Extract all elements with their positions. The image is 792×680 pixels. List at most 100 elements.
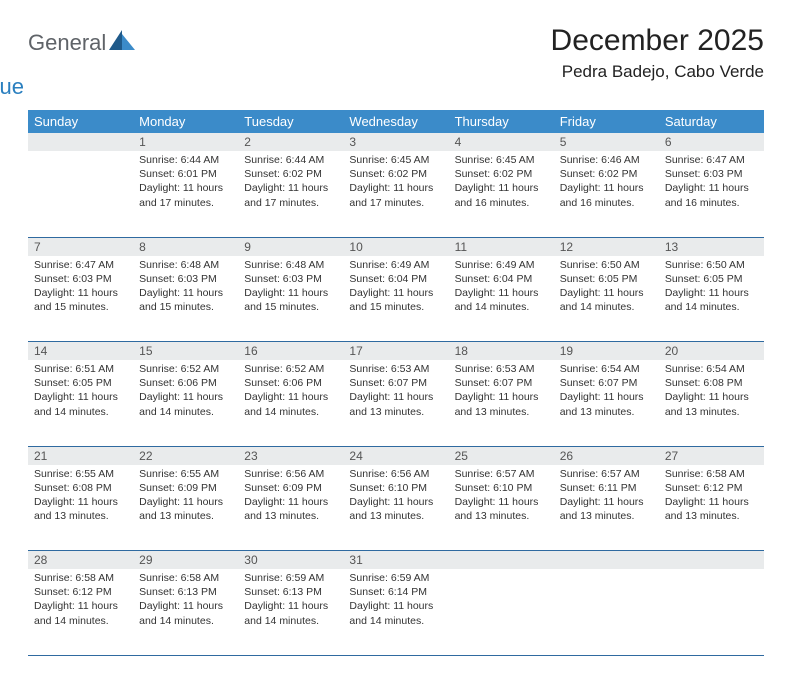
week-row: Sunrise: 6:51 AMSunset: 6:05 PMDaylight:… — [28, 360, 764, 446]
sunset-line: Sunset: 6:13 PM — [244, 586, 322, 598]
daylight-line: Daylight: 11 hours and 13 minutes. — [244, 496, 328, 522]
day-cell: Sunrise: 6:46 AMSunset: 6:02 PMDaylight:… — [554, 151, 659, 237]
sunset-line: Sunset: 6:08 PM — [665, 377, 743, 389]
sunrise-line: Sunrise: 6:49 AM — [455, 259, 535, 271]
day-number-cell: 20 — [659, 342, 764, 361]
day-cell: Sunrise: 6:50 AMSunset: 6:05 PMDaylight:… — [554, 256, 659, 342]
day-cell: Sunrise: 6:59 AM Sunset: 6:14 PM Daylight:… — [343, 569, 448, 655]
location: Pedra Badejo, Cabo Verde — [551, 62, 764, 82]
daylight-line: Daylight: 11 hours and 17 minutes. — [349, 182, 433, 208]
weekday-header: Wednesday — [343, 110, 448, 133]
weekday-header-row: Sunday Monday Tuesday Wednesday Thursday… — [28, 110, 764, 133]
sunrise-line: Sunrise: 6:54 AM — [560, 363, 640, 375]
day-cell: Sunrise: 6:47 AMSunset: 6:03 PMDaylight:… — [659, 151, 764, 237]
sunrise-line: Sunrise: 6:59 AM — [349, 572, 429, 584]
day-details: Sunrise: 6:46 AMSunset: 6:02 PMDaylight:… — [554, 151, 659, 214]
day-number-cell: 24 — [343, 446, 448, 465]
sunset-line: Sunset: 6:12 PM — [665, 482, 743, 494]
day-cell — [659, 569, 764, 655]
daylight-line: Daylight: 11 hours and 13 minutes. — [349, 496, 433, 522]
sunset-line: Sunset: 6:13 PM — [139, 586, 217, 598]
day-number-cell: 14 — [28, 342, 133, 361]
day-number-cell: 3 — [343, 133, 448, 151]
daylight-line: Daylight: 11 hours and 15 minutes. — [139, 287, 223, 313]
weekday-header: Monday — [133, 110, 238, 133]
day-details: Sunrise: 6:56 AMSunset: 6:10 PMDaylight:… — [343, 465, 448, 528]
day-number-cell: 13 — [659, 237, 764, 256]
day-cell: Sunrise: 6:49 AMSunset: 6:04 PMDaylight:… — [449, 256, 554, 342]
sunset-line: Sunset: 6:05 PM — [34, 377, 112, 389]
day-number-cell: 18 — [449, 342, 554, 361]
sunset-line: Sunset: 6:14 PM — [349, 586, 427, 598]
day-cell: Sunrise: 6:49 AMSunset: 6:04 PMDaylight:… — [343, 256, 448, 342]
sunrise-line: Sunrise: 6:58 AM — [34, 572, 114, 584]
day-details: Sunrise: 6:50 AMSunset: 6:05 PMDaylight:… — [659, 256, 764, 319]
day-details: Sunrise: 6:52 AMSunset: 6:06 PMDaylight:… — [133, 360, 238, 423]
sunrise-line: Sunrise: 6:47 AM — [34, 259, 114, 271]
sunset-line: Sunset: 6:03 PM — [244, 273, 322, 285]
sunset-line: Sunset: 6:09 PM — [244, 482, 322, 494]
day-number-row: 78910111213 — [28, 237, 764, 256]
day-number-cell: 17 — [343, 342, 448, 361]
sunrise-line: Sunrise: 6:44 AM — [244, 154, 324, 166]
sunrise-line: Sunrise: 6:55 AM — [139, 468, 219, 480]
daylight-line: Daylight: 11 hours and 13 minutes. — [349, 391, 433, 417]
sunrise-line: Sunrise: 6:45 AM — [455, 154, 535, 166]
day-details: Sunrise: 6:49 AMSunset: 6:04 PMDaylight:… — [449, 256, 554, 319]
daylight-line: Daylight: 11 hours and 14 minutes. — [665, 287, 749, 313]
day-number-cell: 30 — [238, 551, 343, 570]
header: General Blue December 2025 Pedra Badejo,… — [28, 24, 764, 100]
sunset-line: Sunset: 6:12 PM — [34, 586, 112, 598]
daylight-line: Daylight: 11 hours and 16 minutes. — [560, 182, 644, 208]
day-details: Sunrise: 6:48 AMSunset: 6:03 PMDaylight:… — [133, 256, 238, 319]
day-number-cell: 4 — [449, 133, 554, 151]
sunrise-line: Sunrise: 6:45 AM — [349, 154, 429, 166]
daylight-line: Daylight: 11 hours and 14 minutes. — [244, 600, 328, 626]
sunset-line: Sunset: 6:07 PM — [455, 377, 533, 389]
daylight-line: Daylight: 11 hours and 15 minutes. — [34, 287, 118, 313]
weekday-header: Friday — [554, 110, 659, 133]
daylight-line: Daylight: 11 hours and 13 minutes. — [665, 496, 749, 522]
day-cell: Sunrise: 6:59 AM Sunset: 6:13 PM Daylight:… — [238, 569, 343, 655]
sunset-line: Sunset: 6:06 PM — [244, 377, 322, 389]
logo-sail-icon — [109, 30, 135, 55]
daylight-line: Daylight: 11 hours and 13 minutes. — [665, 391, 749, 417]
sunrise-line: Sunrise: 6:52 AM — [139, 363, 219, 375]
sunset-line: Sunset: 6:07 PM — [560, 377, 638, 389]
day-cell: Sunrise: 6:48 AMSunset: 6:03 PMDaylight:… — [238, 256, 343, 342]
logo-word2: Blue — [0, 74, 135, 100]
sunrise-line: Sunrise: 6:59 AM — [244, 572, 324, 584]
day-number-cell: 7 — [28, 237, 133, 256]
day-cell: Sunrise: 6:53 AMSunset: 6:07 PMDaylight:… — [343, 360, 448, 446]
month-title: December 2025 — [551, 24, 764, 58]
daylight-line: Daylight: 11 hours and 13 minutes. — [455, 496, 539, 522]
sunset-line: Sunset: 6:02 PM — [455, 168, 533, 180]
daylight-line: Daylight: 11 hours and 17 minutes. — [139, 182, 223, 208]
day-number-cell — [554, 551, 659, 570]
day-number-cell: 10 — [343, 237, 448, 256]
week-row: Sunrise: 6:55 AMSunset: 6:08 PMDaylight:… — [28, 465, 764, 551]
day-number-cell: 11 — [449, 237, 554, 256]
weekday-header: Tuesday — [238, 110, 343, 133]
day-cell: Sunrise: 6:45 AMSunset: 6:02 PMDaylight:… — [343, 151, 448, 237]
day-number-cell: 19 — [554, 342, 659, 361]
sunset-line: Sunset: 6:04 PM — [455, 273, 533, 285]
day-details: Sunrise: 6:50 AMSunset: 6:05 PMDaylight:… — [554, 256, 659, 319]
daylight-line: Daylight: 11 hours and 14 minutes. — [349, 600, 433, 626]
daylight-line: Daylight: 11 hours and 14 minutes. — [560, 287, 644, 313]
day-details: Sunrise: 6:45 AMSunset: 6:02 PMDaylight:… — [343, 151, 448, 214]
day-details: Sunrise: 6:55 AMSunset: 6:09 PMDaylight:… — [133, 465, 238, 528]
day-details: Sunrise: 6:58 AMSunset: 6:13 PMDaylight:… — [133, 569, 238, 632]
day-details: Sunrise: 6:53 AMSunset: 6:07 PMDaylight:… — [343, 360, 448, 423]
sunset-line: Sunset: 6:03 PM — [34, 273, 112, 285]
sunrise-line: Sunrise: 6:49 AM — [349, 259, 429, 271]
title-block: December 2025 Pedra Badejo, Cabo Verde — [551, 24, 764, 82]
day-cell: Sunrise: 6:55 AMSunset: 6:09 PMDaylight:… — [133, 465, 238, 551]
day-number-cell: 12 — [554, 237, 659, 256]
sunrise-line: Sunrise: 6:56 AM — [244, 468, 324, 480]
weekday-header: Saturday — [659, 110, 764, 133]
day-details: Sunrise: 6:57 AMSunset: 6:10 PMDaylight:… — [449, 465, 554, 528]
daylight-line: Daylight: 11 hours and 17 minutes. — [244, 182, 328, 208]
day-details: Sunrise: 6:48 AMSunset: 6:03 PMDaylight:… — [238, 256, 343, 319]
day-details: Sunrise: 6:49 AMSunset: 6:04 PMDaylight:… — [343, 256, 448, 319]
